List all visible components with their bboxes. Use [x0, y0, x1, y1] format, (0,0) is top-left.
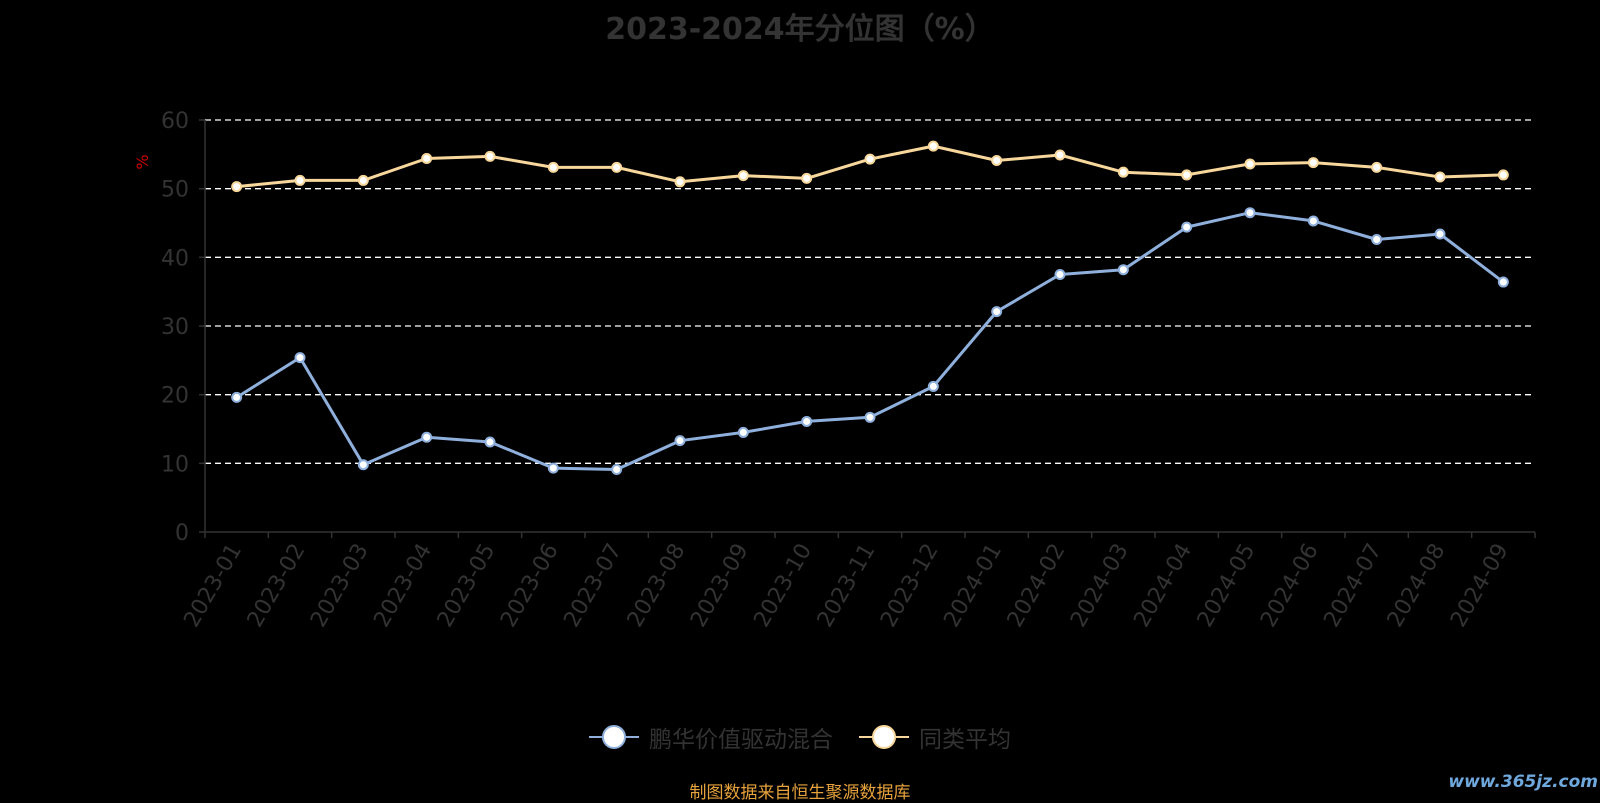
- data-point-0-2024-01: [991, 306, 1003, 318]
- data-point-1-2023-03: [357, 174, 369, 186]
- data-source-note: 制图数据来自恒生聚源数据库: [689, 783, 911, 803]
- data-point-0-2023-06: [547, 462, 559, 474]
- data-point-0-2023-01: [231, 391, 243, 403]
- data-point-0-2023-12: [927, 380, 939, 392]
- x-tick-label-2024-08: 2024-08: [1383, 540, 1451, 632]
- x-tick-label-2024-04: 2024-04: [1129, 540, 1197, 632]
- data-point-1-2024-03: [1117, 166, 1129, 178]
- data-point-0-2024-06: [1307, 215, 1319, 227]
- chart-title: 2023-2024年分位图（%）: [605, 12, 995, 47]
- data-point-1-2023-06: [547, 161, 559, 173]
- y-tick-label-30: 30: [161, 315, 189, 340]
- x-tick-label-2023-06: 2023-06: [496, 540, 564, 632]
- data-point-0-2023-10: [801, 415, 813, 427]
- data-point-0-2023-03: [357, 459, 369, 471]
- data-point-1-2023-08: [674, 176, 686, 188]
- data-point-1-2023-12: [927, 140, 939, 152]
- data-point-0-2024-07: [1371, 233, 1383, 245]
- legend-item-fund[interactable]: 鹏华价值驱动混合: [589, 720, 833, 754]
- y-axis-label: %: [133, 154, 152, 169]
- x-tick-label-2024-06: 2024-06: [1256, 540, 1324, 632]
- legend-label-average: 同类平均: [919, 727, 1011, 753]
- data-point-1-2024-08: [1434, 171, 1446, 183]
- x-tick-label-2023-10: 2023-10: [749, 540, 817, 632]
- x-tick-label-2023-11: 2023-11: [813, 540, 881, 632]
- legend-symbol-fund: [589, 724, 639, 750]
- data-point-1-2024-05: [1244, 158, 1256, 170]
- data-point-0-2023-05: [484, 436, 496, 448]
- x-tick-label-2023-05: 2023-05: [433, 540, 501, 632]
- legend-symbol-average: [859, 724, 909, 750]
- data-point-0-2023-08: [674, 435, 686, 447]
- x-tick-label-2023-09: 2023-09: [686, 540, 754, 632]
- data-point-0-2023-02: [294, 352, 306, 364]
- data-point-1-2023-04: [421, 152, 433, 164]
- data-point-1-2023-02: [294, 174, 306, 186]
- y-tick-label-40: 40: [161, 246, 189, 271]
- x-tick-label-2023-08: 2023-08: [623, 540, 691, 632]
- y-tick-label-50: 50: [161, 178, 189, 203]
- data-point-1-2024-09: [1497, 169, 1509, 181]
- data-point-1-2023-11: [864, 153, 876, 165]
- data-point-0-2024-08: [1434, 228, 1446, 240]
- data-point-1-2024-06: [1307, 157, 1319, 169]
- data-point-1-2024-07: [1371, 161, 1383, 173]
- data-point-1-2023-09: [737, 170, 749, 182]
- y-tick-label-60: 60: [161, 109, 189, 134]
- y-tick-label-0: 0: [175, 521, 189, 546]
- data-point-1-2023-05: [484, 150, 496, 162]
- x-tick-label-2023-04: 2023-04: [369, 540, 437, 632]
- data-point-1-2024-02: [1054, 149, 1066, 161]
- legend-item-average[interactable]: 同类平均: [859, 720, 1011, 754]
- legend-label-fund: 鹏华价值驱动混合: [649, 727, 833, 753]
- data-point-0-2023-09: [737, 426, 749, 438]
- data-point-0-2024-05: [1244, 207, 1256, 219]
- x-tick-label-2024-05: 2024-05: [1193, 540, 1261, 632]
- data-point-0-2024-02: [1054, 269, 1066, 280]
- data-point-1-2024-04: [1181, 169, 1193, 181]
- x-tick-label-2023-12: 2023-12: [876, 539, 944, 631]
- legend: 鹏华价值驱动混合 同类平均: [0, 720, 1600, 754]
- x-tick-label-2024-01: 2024-01: [939, 540, 1007, 632]
- data-point-1-2024-01: [991, 155, 1003, 167]
- data-point-0-2023-11: [864, 411, 876, 423]
- data-point-1-2023-07: [611, 161, 623, 173]
- data-point-0-2024-09: [1497, 276, 1509, 288]
- x-tick-label-2023-03: 2023-03: [306, 540, 374, 632]
- x-tick-label-2024-07: 2024-07: [1319, 540, 1387, 632]
- series-line-0: [235, 211, 1505, 471]
- y-tick-label-10: 10: [161, 452, 189, 477]
- x-tick-label-2024-02: 2024-02: [1003, 540, 1071, 632]
- x-tick-label-2024-03: 2024-03: [1066, 540, 1134, 632]
- x-tick-label-2024-09: 2024-09: [1446, 540, 1514, 632]
- data-point-1-2023-10: [801, 172, 813, 184]
- data-point-0-2023-04: [421, 431, 433, 443]
- data-point-0-2024-03: [1117, 264, 1129, 276]
- data-point-0-2024-04: [1181, 221, 1193, 233]
- y-tick-label-20: 20: [161, 384, 189, 409]
- data-point-1-2023-01: [231, 181, 243, 193]
- data-point-0-2023-07: [611, 464, 623, 476]
- x-tick-label-2023-07: 2023-07: [559, 540, 627, 632]
- x-tick-label-2023-01: 2023-01: [179, 540, 247, 632]
- watermark: www.365jz.com: [1448, 772, 1598, 792]
- x-tick-label-2023-02: 2023-02: [243, 540, 311, 632]
